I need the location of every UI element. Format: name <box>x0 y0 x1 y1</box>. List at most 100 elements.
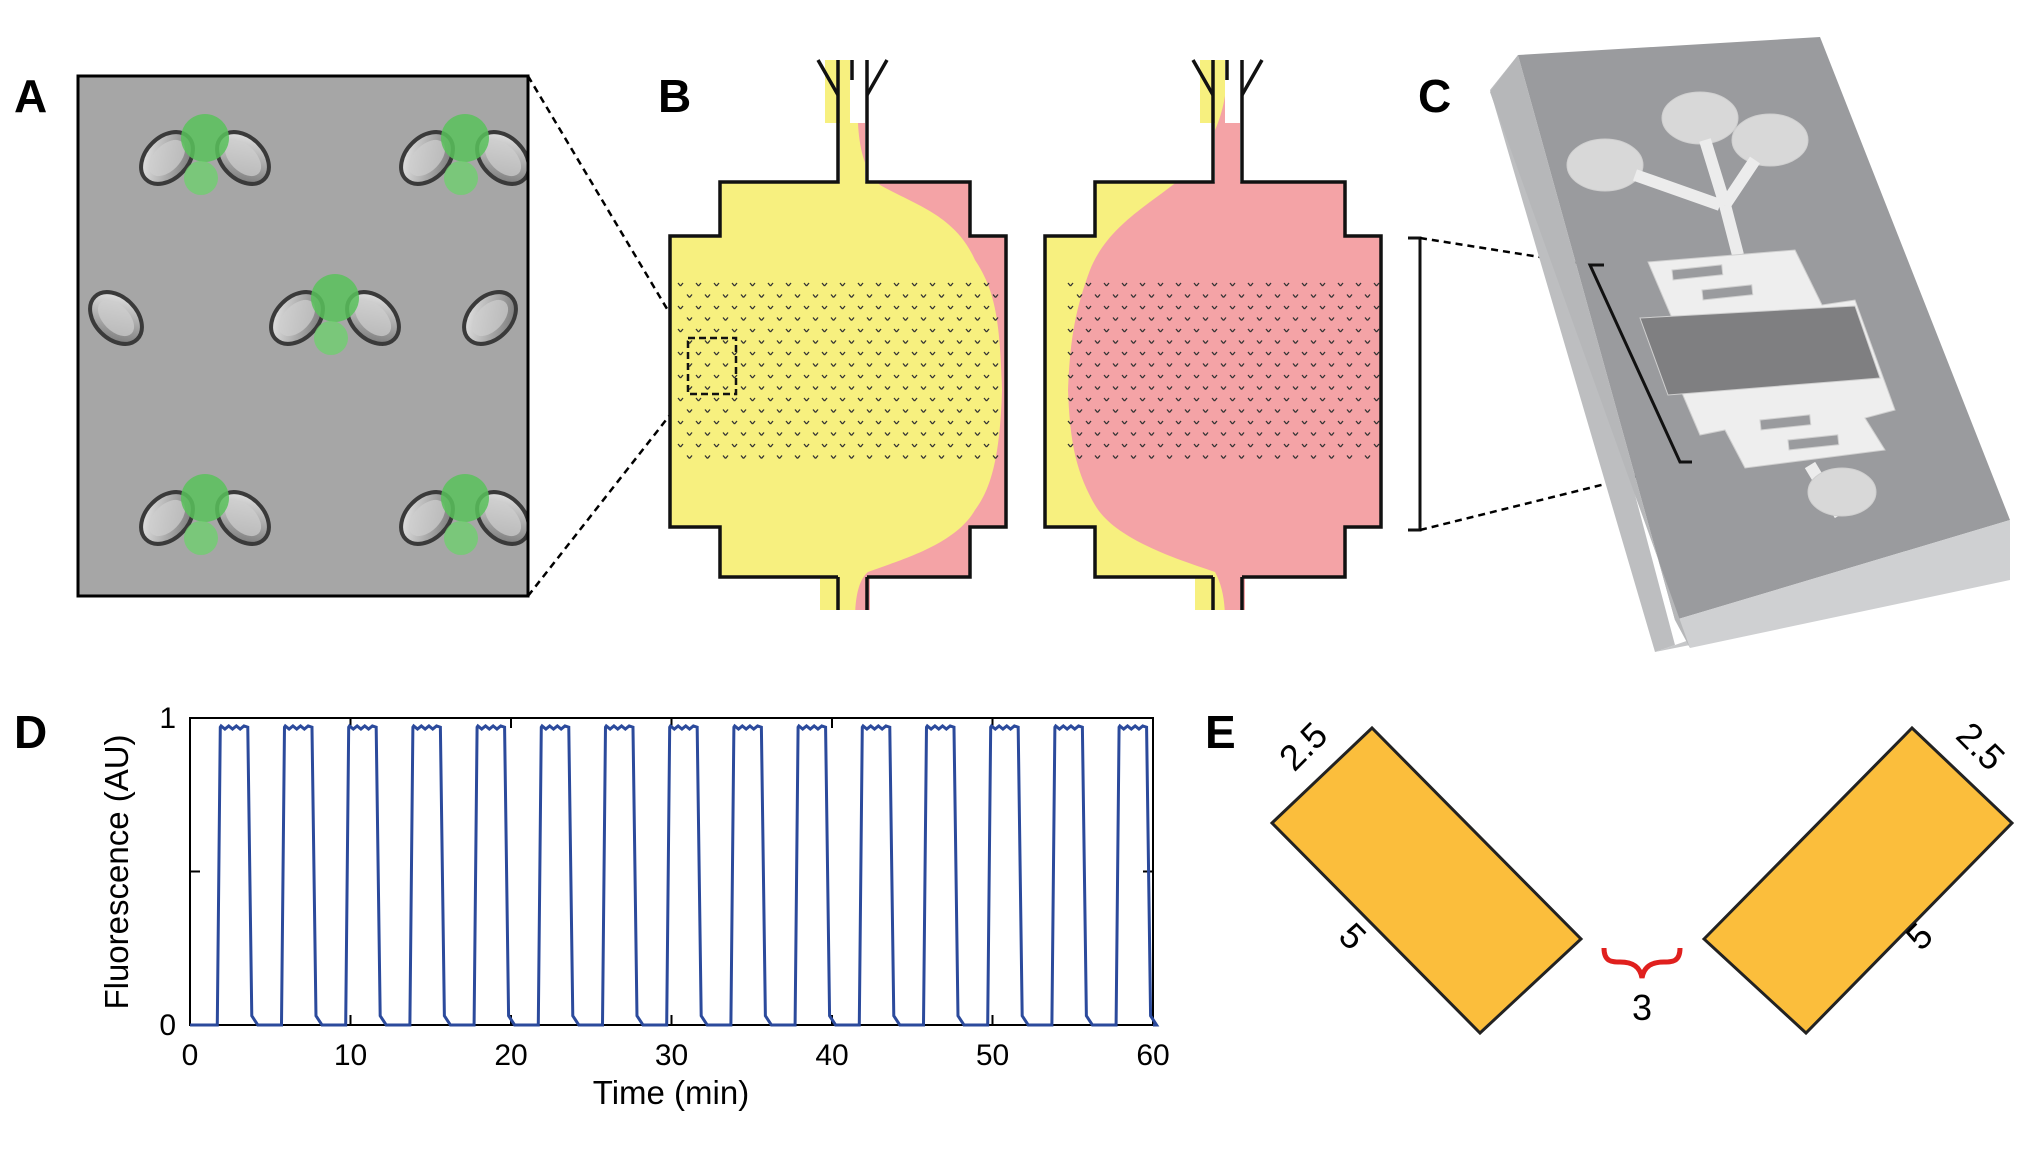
trap-mark <box>1193 282 1200 287</box>
trap-mark <box>1193 443 1200 448</box>
trap-mark <box>1076 317 1083 321</box>
y-axis-label: Fluorescence (AU) <box>98 734 135 1009</box>
trap-mark <box>1157 420 1164 425</box>
trap-mark <box>1355 443 1362 448</box>
trap-mark <box>1202 294 1209 298</box>
trap-mark <box>1193 397 1200 402</box>
trap-mark <box>794 432 801 436</box>
trap-mark <box>1220 409 1227 413</box>
trap-mark <box>1283 351 1290 356</box>
trap-mark <box>947 328 954 333</box>
trap-mark <box>695 282 702 287</box>
trap-mark <box>749 282 756 287</box>
trap-mark <box>677 397 684 402</box>
trap-mark <box>695 305 702 310</box>
trap-mark <box>884 386 891 390</box>
trap-mark <box>704 386 711 390</box>
trap-mark <box>1346 294 1353 298</box>
trap-mark <box>1265 374 1272 379</box>
trap-mark <box>1310 363 1317 367</box>
trap-mark <box>1256 386 1263 390</box>
trap-mark <box>677 305 684 310</box>
y-tick-label: 0 <box>159 1009 176 1042</box>
trap-post-highlight <box>97 299 135 337</box>
trap-mark <box>1274 432 1281 436</box>
trap-mark <box>1166 317 1173 321</box>
trap-mark <box>1148 317 1155 321</box>
trap-mark <box>704 409 711 413</box>
trap-mark <box>956 363 963 367</box>
trap-mark <box>938 317 945 321</box>
outlet-port <box>1807 467 1877 517</box>
trap-mark <box>1256 409 1263 413</box>
trap-mark <box>920 432 927 436</box>
trap-mark <box>1094 386 1101 390</box>
trap-mark <box>920 386 927 390</box>
trap-mark <box>866 363 873 367</box>
trap-mark <box>983 443 990 448</box>
trap-mark <box>893 397 900 402</box>
trap-mark <box>875 351 882 356</box>
trap-mark <box>1283 397 1290 402</box>
trap-mark <box>1229 374 1236 379</box>
trap-mark <box>911 443 918 448</box>
trap-mark <box>1229 397 1236 402</box>
trap-mark <box>1094 409 1101 413</box>
trap-mark <box>902 363 909 367</box>
trap-mark <box>1355 328 1362 333</box>
trap-mark <box>794 409 801 413</box>
trap-mark <box>1256 317 1263 321</box>
trap-mark <box>1247 374 1254 379</box>
trap <box>139 114 271 195</box>
trap-mark <box>911 282 918 287</box>
trap-mark <box>1265 443 1272 448</box>
trap-mark <box>1148 409 1155 413</box>
trap-mark <box>1346 363 1353 367</box>
trap-mark <box>1238 432 1245 436</box>
trap-mark <box>1211 282 1218 287</box>
trap-mark <box>1238 455 1245 459</box>
x-tick-label: 40 <box>815 1039 848 1072</box>
zoom-box <box>686 336 738 396</box>
trap-mark <box>947 305 954 310</box>
trap-mark <box>1328 294 1335 298</box>
trap-mark <box>839 443 846 448</box>
trap-mark <box>1328 409 1335 413</box>
trap-mark <box>722 340 729 344</box>
trap-mark <box>1112 386 1119 390</box>
trap-mark <box>1337 282 1344 287</box>
trap-mark <box>1319 328 1326 333</box>
trap-mark <box>1139 374 1146 379</box>
trap-mark <box>704 455 711 459</box>
trap-mark <box>974 386 981 390</box>
panel-label-b: B <box>658 70 691 122</box>
trap-mark <box>902 409 909 413</box>
left-length-label: 5 <box>1331 915 1374 958</box>
trap-mark <box>1301 351 1308 356</box>
trap-mark <box>1139 282 1146 287</box>
trap-mark <box>1148 432 1155 436</box>
trap-mark <box>830 386 837 390</box>
trap-mark <box>929 351 936 356</box>
trap-mark <box>947 374 954 379</box>
trap-mark <box>1229 443 1236 448</box>
trap-mark <box>1364 432 1371 436</box>
trap-mark <box>1337 420 1344 425</box>
trap-mark <box>722 409 729 413</box>
trap-mark <box>1319 282 1326 287</box>
trap-mark <box>1301 305 1308 310</box>
trap-mark <box>1310 317 1317 321</box>
trap-mark <box>1166 386 1173 390</box>
trap-mark <box>848 455 855 459</box>
plot-frame <box>189 717 1154 1026</box>
trap-mark <box>920 294 927 298</box>
gap-label: 3 <box>1632 987 1652 1028</box>
trap-mark <box>965 351 972 356</box>
trap-mark <box>1292 386 1299 390</box>
trap-mark <box>1184 386 1191 390</box>
yeast-cell <box>184 521 218 555</box>
trap-mark <box>1121 443 1128 448</box>
trap-mark <box>848 294 855 298</box>
trap-mark <box>767 374 774 379</box>
trap-mark <box>713 282 720 287</box>
